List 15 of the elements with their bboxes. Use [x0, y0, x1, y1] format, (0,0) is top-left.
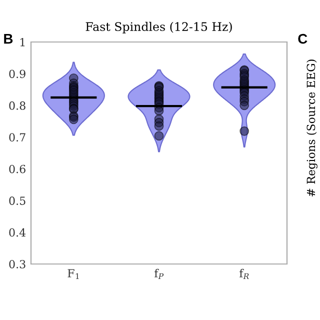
- y-tick-label: 1: [20, 38, 25, 46]
- chart-title: Fast Spindles (12-15 Hz): [86, 22, 232, 34]
- y-tick-label: 0.9: [9, 70, 26, 78]
- x-tick-label: f$_{R}$: [240, 268, 249, 280]
- y-tick-label: 0.7: [9, 133, 26, 142]
- y-tick-label: 0.3: [9, 260, 26, 268]
- y-tick-label: 0.8: [9, 101, 26, 110]
- x-tick-label: F$_{1}$: [68, 269, 79, 280]
- y-tick-label: 0.6: [9, 164, 26, 174]
- text: # Regions (Source EEG): [306, 60, 318, 196]
- y-tick-label: 0.5: [9, 196, 26, 205]
- text: B: [4, 34, 13, 44]
- text: C: [298, 34, 308, 44]
- x-tick-label: f$_{P}$: [154, 268, 164, 280]
- y-tick-label: 0.4: [9, 228, 26, 237]
